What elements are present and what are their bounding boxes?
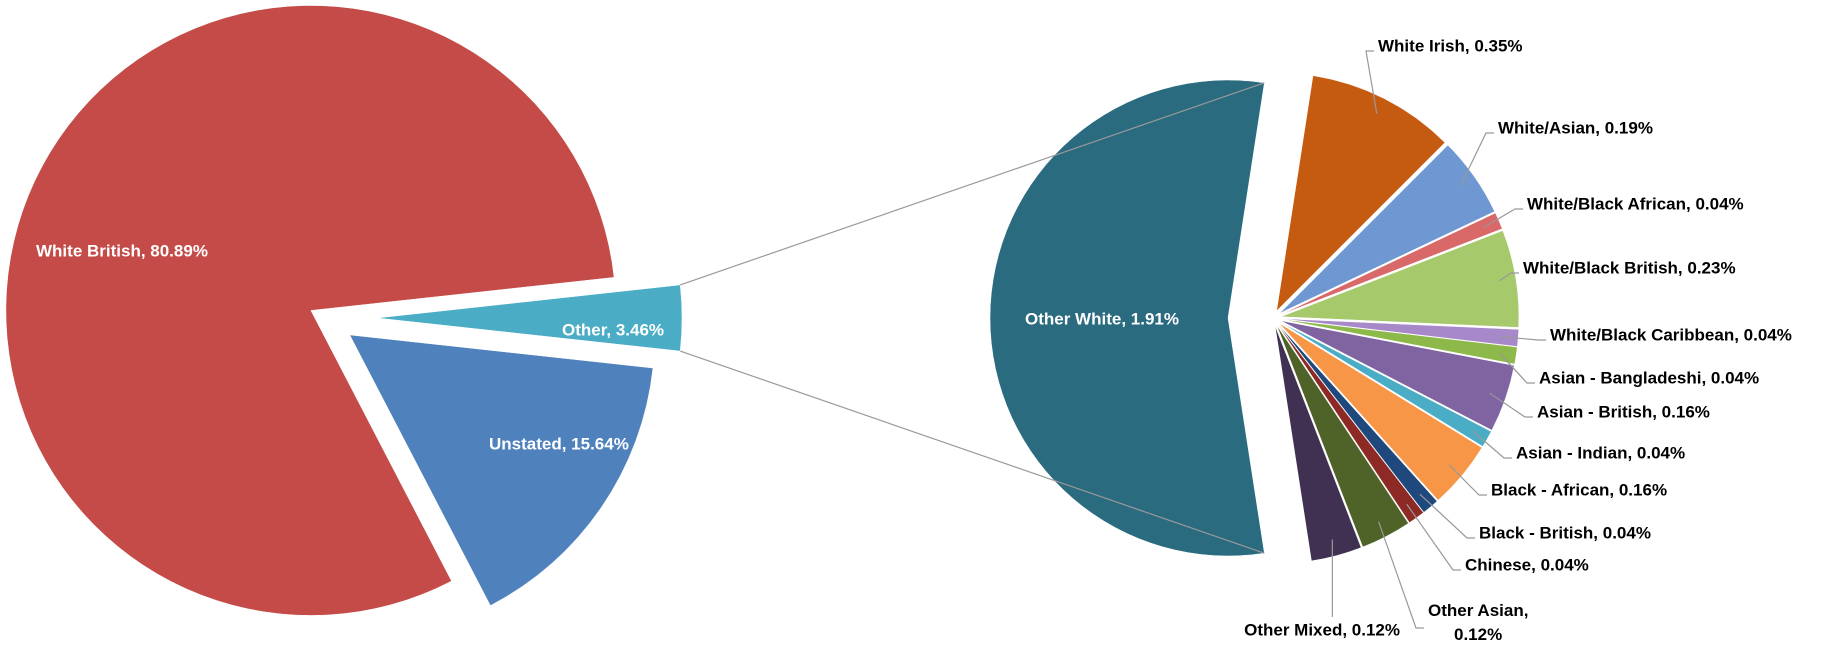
slice-label: Asian - Bangladeshi, 0.04% (1539, 368, 1759, 387)
leader-line (1448, 464, 1487, 496)
slice-label: Other Mixed, 0.12% (1244, 620, 1400, 639)
slice-label: Other, 3.46% (562, 320, 664, 339)
leader-line (1499, 352, 1535, 384)
slice-label: White/Black British, 0.23% (1523, 258, 1736, 277)
slice-label: Other White, 1.91% (1025, 309, 1179, 328)
label-line: Other Asian, (1428, 601, 1528, 620)
pie-slice (1276, 75, 1446, 312)
pie (5, 5, 683, 616)
pie-slice (1280, 320, 1515, 431)
slice-label: White/Asian, 0.19% (1498, 118, 1653, 137)
pie-slice (1278, 322, 1483, 501)
pie-slice (1280, 212, 1503, 316)
leader-line (1378, 521, 1424, 629)
connector-line (680, 350, 1265, 554)
leader-line (1472, 430, 1512, 459)
pie-slice (989, 79, 1265, 557)
leader-line (1498, 272, 1519, 282)
pie-slice (1280, 318, 1518, 365)
leader-line (1489, 392, 1533, 418)
pie-slice (1279, 144, 1495, 314)
pie-slice (1276, 324, 1409, 548)
pie-slice (1279, 321, 1492, 447)
slice-label: Unstated, 15.64% (489, 434, 629, 453)
leader-line (1459, 132, 1494, 187)
slice-label: Black - British, 0.04% (1479, 523, 1651, 542)
leader-line (1419, 493, 1475, 539)
leader-line (1501, 336, 1546, 341)
leader-line (1406, 503, 1461, 571)
slice-label: Other Asian, 0.12% (1428, 601, 1528, 644)
pie-slice (376, 284, 683, 352)
leader-line (1365, 50, 1378, 114)
pie-slice (1274, 325, 1362, 562)
slice-label: Asian - British, 0.16% (1537, 402, 1710, 421)
slice-label: White British, 80.89% (36, 241, 208, 260)
slice-label: Chinese, 0.04% (1465, 555, 1589, 574)
slice-label: Black - African, 0.16% (1491, 480, 1667, 499)
pie-slice (1280, 230, 1520, 328)
pie-slice (349, 334, 654, 606)
leader-line (1483, 208, 1523, 228)
pie (989, 75, 1520, 562)
slice-label: White/Black Caribbean, 0.04% (1550, 325, 1792, 344)
pie-slice (5, 5, 615, 616)
slice-label: Asian - Indian, 0.04% (1516, 443, 1685, 462)
pie-slice (1277, 323, 1438, 513)
slice-label: White/Black African, 0.04% (1527, 194, 1744, 213)
label-line: 0.12% (1454, 625, 1502, 644)
slice-label: White Irish, 0.35% (1378, 36, 1523, 55)
connector-line (680, 82, 1265, 286)
